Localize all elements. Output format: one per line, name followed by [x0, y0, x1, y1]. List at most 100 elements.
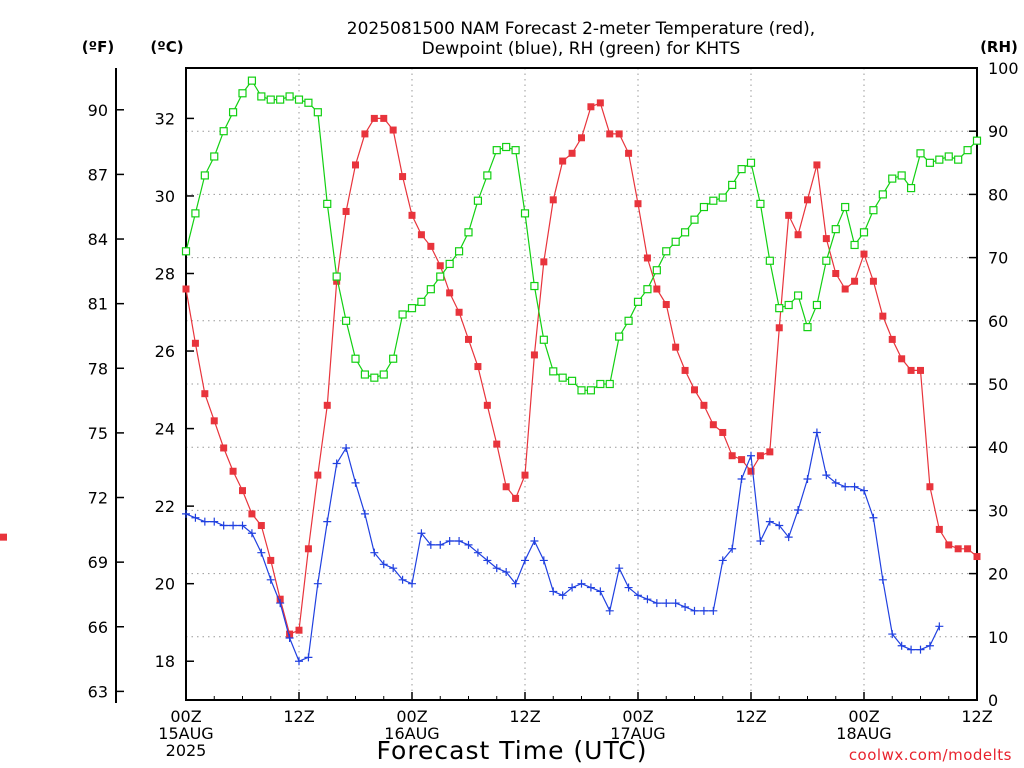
temperature-point: [879, 312, 887, 320]
temperature-point: [973, 553, 981, 561]
rh-point: [869, 206, 878, 215]
dewpoint-point: [238, 521, 247, 530]
temperature-point: [380, 114, 388, 122]
temperature-point: [662, 301, 670, 309]
rh-tick-label: 40: [988, 438, 1008, 457]
rh-point: [558, 373, 567, 382]
dewpoint-point: [473, 548, 482, 557]
rh-line: [185, 79, 978, 391]
rh-point: [916, 149, 925, 158]
rh-point: [417, 297, 426, 306]
temperature-point: [719, 428, 727, 436]
temperature-point: [446, 289, 454, 297]
dewpoint-point: [784, 533, 793, 542]
rh-point: [859, 228, 869, 237]
temperature-point: [841, 285, 849, 293]
rh-point: [850, 240, 859, 250]
rh-point: [341, 316, 351, 325]
dewpoint-point: [210, 517, 219, 526]
rh-point: [360, 370, 370, 379]
dewpoint-point: [643, 595, 652, 604]
rh-point: [294, 95, 304, 104]
rh-point: [520, 209, 530, 218]
dewpoint-point: [247, 529, 256, 538]
temperature-point: [267, 556, 275, 564]
dewpoint-point: [907, 645, 916, 654]
credit-label: coolwx.com/modelts: [849, 746, 1012, 764]
dewpoint-point: [379, 560, 388, 569]
dewpoint-point: [812, 428, 821, 437]
rh-point: [972, 136, 982, 145]
celsius-tick-label: 22: [155, 497, 175, 516]
rh-tick-label: 100: [988, 59, 1019, 78]
temperature-point: [530, 351, 538, 359]
temperature-point: [907, 366, 915, 374]
temperature-point: [888, 335, 896, 343]
rh-point: [784, 300, 793, 310]
x-axis-label: Forecast Time (UTC): [377, 736, 648, 765]
dewpoint-point: [822, 471, 831, 480]
rh-tick-label: 50: [988, 375, 1008, 394]
rh-point: [511, 146, 520, 155]
rh-point: [210, 152, 219, 161]
dewpoint-point: [389, 564, 398, 573]
chart-subtitle: Dewpoint (blue), RH (green) for KHTS: [422, 39, 741, 59]
x-tick-label-line: 16AUG: [384, 724, 439, 743]
temperature-point: [333, 277, 341, 285]
temperature-point: [738, 456, 746, 464]
grid: [186, 68, 977, 700]
temperature-point: [342, 207, 350, 215]
fahrenheit-tick-label: 84: [88, 230, 108, 249]
dewpoint-point: [935, 622, 944, 631]
temperature-point: [747, 467, 755, 475]
temperature-point: [926, 483, 934, 491]
dewpoint-point: [728, 544, 737, 553]
temperature-point: [709, 421, 717, 429]
dewpoint-point: [276, 599, 285, 608]
rh-point: [897, 171, 906, 180]
series: [0, 76, 982, 666]
x-tick-label-line: 00Z: [396, 707, 427, 726]
rh-point: [596, 379, 605, 389]
dewpoint-point: [869, 513, 878, 522]
rh-tick-label: 70: [988, 249, 1008, 268]
rh-point: [276, 95, 285, 104]
dewpoint-point: [916, 645, 925, 654]
x-tick-label-line: 12Z: [735, 707, 766, 726]
temperature-point: [917, 366, 924, 374]
temperature-point: [794, 231, 802, 239]
temperature-point: [935, 525, 943, 533]
x-tick-label-line: 00Z: [622, 707, 653, 726]
dewpoint-point: [690, 606, 699, 615]
x-tick-label-line: 00Z: [848, 707, 879, 726]
rh-point: [238, 89, 247, 98]
dewpoint-point: [219, 521, 228, 530]
celsius-tick-label: 26: [155, 342, 175, 361]
temperature-point: [851, 277, 859, 285]
rh-point: [728, 180, 737, 190]
dewpoint-point: [332, 459, 341, 468]
rh-point: [615, 332, 624, 341]
temperature-point: [672, 343, 680, 351]
temperature-point: [964, 545, 972, 553]
temperature-point: [455, 308, 463, 316]
temperature-point: [606, 130, 614, 138]
dewpoint-point: [577, 579, 586, 588]
rh-point: [765, 256, 774, 265]
dewpoint-point: [568, 583, 577, 592]
dewpoint-point: [257, 548, 266, 557]
x-tick-label-line: 17AUG: [610, 724, 665, 743]
temperature-point: [361, 130, 369, 138]
rh-point: [935, 155, 944, 164]
temperature-point: [483, 401, 491, 409]
rh-point: [379, 370, 388, 379]
celsius-tick-label: 18: [155, 652, 175, 671]
rh-point: [793, 291, 803, 300]
rh-point: [567, 376, 577, 385]
rh-point: [332, 272, 341, 281]
rh-tick-label: 80: [988, 185, 1008, 204]
temperature-point: [559, 157, 567, 165]
dewpoint-point: [502, 568, 511, 577]
dewpoint-point: [408, 579, 416, 588]
dewpoint-point: [445, 537, 454, 546]
